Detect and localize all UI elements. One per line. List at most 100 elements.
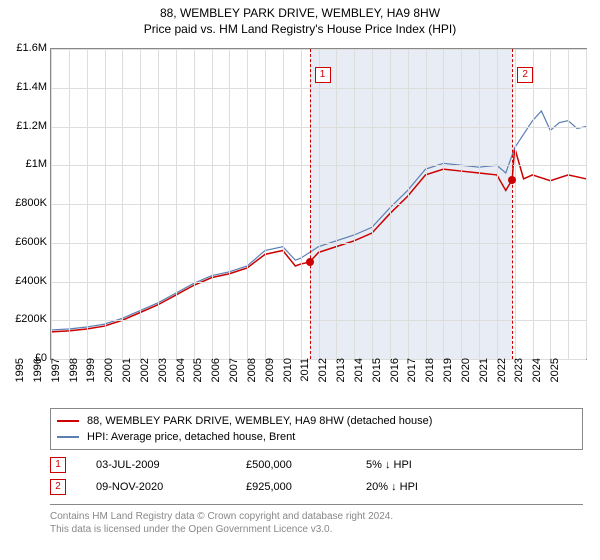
x-tick-label: 2000 — [103, 358, 115, 398]
gridline-v — [372, 49, 373, 359]
transaction-row-1: 1 03-JUL-2009 £500,000 5% ↓ HPI — [50, 454, 583, 476]
x-tick-label: 2017 — [406, 358, 418, 398]
transaction-price-2: £925,000 — [246, 481, 366, 493]
x-tick-label: 2012 — [317, 358, 329, 398]
gridline-v — [443, 49, 444, 359]
legend-row-property: 88, WEMBLEY PARK DRIVE, WEMBLEY, HA9 8HW… — [57, 413, 576, 429]
x-tick-label: 2022 — [496, 358, 508, 398]
x-tick-label: 2002 — [139, 358, 151, 398]
gridline-v — [426, 49, 427, 359]
gridline-v — [533, 49, 534, 359]
reference-line — [512, 49, 513, 359]
x-tick-label: 1997 — [50, 358, 62, 398]
gridline-v — [87, 49, 88, 359]
transaction-idx-1: 1 — [50, 457, 66, 473]
x-tick-label: 2006 — [210, 358, 222, 398]
x-tick-label: 2007 — [228, 358, 240, 398]
transaction-date-1: 03-JUL-2009 — [96, 459, 246, 471]
y-tick-label: £200K — [15, 313, 47, 325]
x-tick-label: 2013 — [335, 358, 347, 398]
data-point — [306, 258, 314, 266]
reference-line — [310, 49, 311, 359]
x-tick-label: 1996 — [32, 358, 44, 398]
footer-attribution: Contains HM Land Registry data © Crown c… — [50, 510, 583, 536]
reference-marker: 2 — [517, 67, 533, 83]
x-tick-label: 2023 — [513, 358, 525, 398]
footer-line-2: This data is licensed under the Open Gov… — [50, 523, 583, 536]
gridline-v — [194, 49, 195, 359]
x-tick-label: 2019 — [442, 358, 454, 398]
y-tick-label: £800K — [15, 197, 47, 209]
gridline-v — [408, 49, 409, 359]
transaction-date-2: 09-NOV-2020 — [96, 481, 246, 493]
legend-label-property: 88, WEMBLEY PARK DRIVE, WEMBLEY, HA9 8HW… — [87, 415, 432, 427]
transaction-pct-1: 5% ↓ HPI — [366, 459, 466, 471]
legend-box: 88, WEMBLEY PARK DRIVE, WEMBLEY, HA9 8HW… — [50, 408, 583, 450]
x-tick-label: 2004 — [175, 358, 187, 398]
legend-swatch-hpi — [57, 436, 79, 438]
footer-line-1: Contains HM Land Registry data © Crown c… — [50, 510, 583, 523]
legend-swatch-property — [57, 420, 79, 422]
transactions-table: 1 03-JUL-2009 £500,000 5% ↓ HPI 2 09-NOV… — [50, 454, 583, 498]
footer-divider — [50, 504, 583, 505]
y-tick-label: £600K — [15, 236, 47, 248]
y-tick-label: £400K — [15, 275, 47, 287]
x-tick-label: 2014 — [353, 358, 365, 398]
y-tick-label: £1M — [26, 158, 47, 170]
y-tick-label: £1.4M — [16, 81, 47, 93]
gridline-v — [301, 49, 302, 359]
gridline-v — [479, 49, 480, 359]
x-tick-label: 2010 — [282, 358, 294, 398]
x-tick-label: 2020 — [460, 358, 472, 398]
x-tick-label: 2025 — [549, 358, 561, 398]
gridline-v — [140, 49, 141, 359]
gridline-v — [229, 49, 230, 359]
data-point — [508, 176, 516, 184]
gridline-v — [69, 49, 70, 359]
x-tick-label: 2005 — [192, 358, 204, 398]
chart-container: 88, WEMBLEY PARK DRIVE, WEMBLEY, HA9 8HW… — [0, 0, 600, 560]
x-tick-label: 2009 — [264, 358, 276, 398]
transaction-idx-2: 2 — [50, 479, 66, 495]
gridline-v — [461, 49, 462, 359]
transaction-pct-2: 20% ↓ HPI — [366, 481, 466, 493]
legend-label-hpi: HPI: Average price, detached house, Bren… — [87, 431, 295, 443]
reference-marker: 1 — [315, 67, 331, 83]
x-tick-label: 1999 — [85, 358, 97, 398]
gridline-v — [319, 49, 320, 359]
gridline-v — [550, 49, 551, 359]
x-tick-label: 1998 — [68, 358, 80, 398]
x-tick-label: 2011 — [299, 358, 311, 398]
x-tick-label: 2008 — [246, 358, 258, 398]
gridline-v — [515, 49, 516, 359]
y-tick-label: £1.6M — [16, 42, 47, 54]
gridline-v — [568, 49, 569, 359]
gridline-v — [122, 49, 123, 359]
chart-plot-area: 12 — [50, 48, 587, 360]
x-tick-label: 2024 — [531, 358, 543, 398]
gridline-v — [497, 49, 498, 359]
gridline-v — [265, 49, 266, 359]
x-tick-label: 2018 — [424, 358, 436, 398]
gridline-v — [51, 49, 52, 359]
gridline-v — [176, 49, 177, 359]
gridline-v — [390, 49, 391, 359]
y-tick-label: £1.2M — [16, 120, 47, 132]
gridline-v — [283, 49, 284, 359]
gridline-v — [212, 49, 213, 359]
legend-row-hpi: HPI: Average price, detached house, Bren… — [57, 429, 576, 445]
transaction-price-1: £500,000 — [246, 459, 366, 471]
x-tick-label: 2016 — [389, 358, 401, 398]
title-block: 88, WEMBLEY PARK DRIVE, WEMBLEY, HA9 8HW… — [0, 0, 600, 36]
x-tick-label: 2021 — [478, 358, 490, 398]
gridline-v — [586, 49, 587, 359]
gridline-v — [158, 49, 159, 359]
transaction-row-2: 2 09-NOV-2020 £925,000 20% ↓ HPI — [50, 476, 583, 498]
gridline-v — [247, 49, 248, 359]
x-tick-label: 2015 — [371, 358, 383, 398]
main-title: 88, WEMBLEY PARK DRIVE, WEMBLEY, HA9 8HW — [0, 6, 600, 20]
x-tick-label: 2003 — [157, 358, 169, 398]
x-tick-label: 2001 — [121, 358, 133, 398]
gridline-v — [354, 49, 355, 359]
sub-title: Price paid vs. HM Land Registry's House … — [0, 22, 600, 36]
